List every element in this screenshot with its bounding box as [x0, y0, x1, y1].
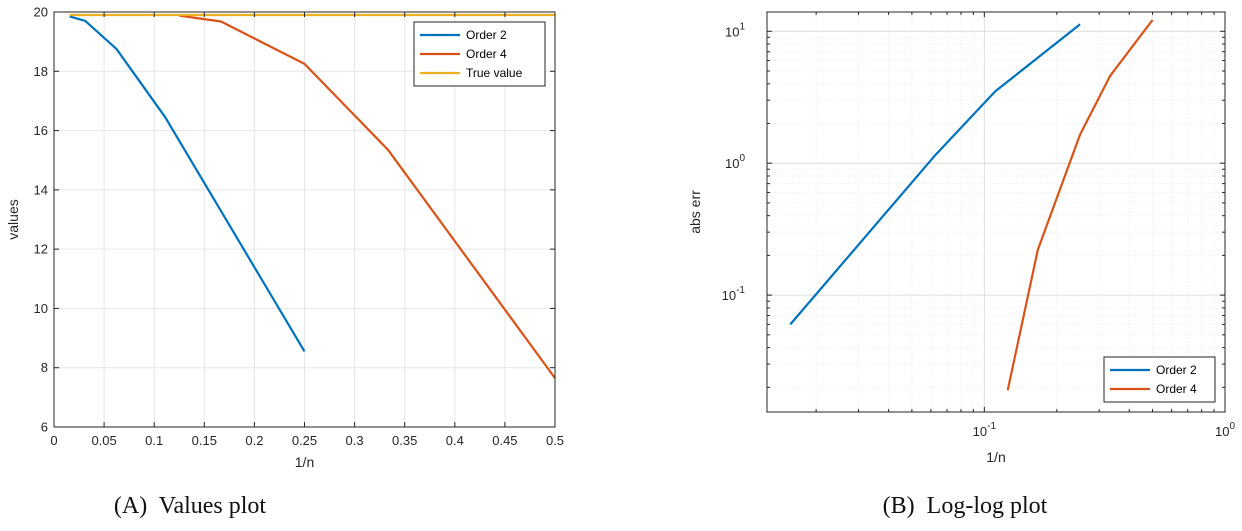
y-tick-label: 6 — [41, 420, 48, 435]
values-plot-caption-text: Values plot — [159, 493, 267, 519]
loglog-plot-caption: (B) Log-log plot — [883, 493, 1048, 519]
y-tick-label: 8 — [41, 360, 48, 375]
series-line-order-4 — [1006, 19, 1154, 391]
values-plot-legend: Order 2 Order 4 True value — [413, 21, 546, 87]
x-tick-label: 0.35 — [392, 433, 417, 448]
legend-label: Order 4 — [466, 47, 507, 61]
values-plot-ticks: 0 0.05 0.1 0.15 0.2 0.25 0.3 0.35 0.4 0.45 0.5 6 8 10… — [34, 5, 565, 449]
x-tick-label: 0.5 — [546, 433, 564, 448]
x-tick-label: 0.25 — [292, 433, 317, 448]
loglog-plot-ticks: 10-1 100 10-1 100 101 — [722, 12, 1235, 439]
series-line-order-2 — [69, 15, 306, 352]
x-tick-label: 0.3 — [346, 433, 364, 448]
x-tick-label: 0.15 — [192, 433, 217, 448]
loglog-plot-caption-prefix: (B) — [883, 493, 915, 519]
values-plot-panel: 0 0.05 0.1 0.15 0.2 0.25 0.3 0.35 0.4 0.45 0.5 6 8 10… — [5, 5, 564, 520]
legend-box — [1103, 356, 1216, 403]
x-tick-label: 0.1 — [145, 433, 163, 448]
y-tick-label: 101 — [725, 21, 745, 39]
values-plot-caption: (A) Values plot — [114, 493, 267, 519]
y-tick-label: 10-1 — [722, 285, 746, 303]
legend-label: True value — [466, 66, 523, 80]
loglog-plot-background — [767, 12, 1225, 412]
values-plot-series — [69, 13, 556, 379]
y-tick-label: 18 — [34, 64, 48, 79]
y-tick-label: 100 — [725, 153, 745, 171]
loglog-plot-caption-text: Log-log plot — [927, 493, 1048, 519]
loglog-plot-x-axis-label: 1/n — [986, 449, 1005, 465]
x-tick-label: 0 — [50, 433, 57, 448]
loglog-plot-y-axis-label: abs err — [687, 190, 703, 234]
y-tick-label: 20 — [34, 5, 48, 20]
x-tick-label: 0.2 — [245, 433, 263, 448]
x-tick-label: 0.45 — [492, 433, 517, 448]
series-line-order-2 — [789, 23, 1081, 326]
x-tick-label: 0.05 — [91, 433, 116, 448]
values-plot-caption-prefix: (A) — [114, 493, 147, 519]
x-tick-label: 100 — [1215, 421, 1235, 439]
loglog-plot-legend: Order 2 Order 4 — [1103, 356, 1216, 403]
y-tick-label: 14 — [34, 182, 48, 197]
legend-label: Order 2 — [466, 28, 507, 42]
loglog-plot-axes-box — [766, 11, 1226, 413]
loglog-plot-grid — [767, 12, 1226, 412]
values-plot-x-axis-label: 1/n — [295, 454, 314, 470]
x-tick-label: 10-1 — [973, 421, 997, 439]
y-tick-label: 12 — [34, 242, 48, 257]
y-tick-label: 16 — [34, 123, 48, 138]
legend-label: Order 2 — [1156, 363, 1197, 377]
legend-label: Order 4 — [1156, 382, 1197, 396]
loglog-plot-series — [789, 19, 1154, 391]
series-line-order-4 — [179, 14, 556, 379]
x-tick-label: 0.4 — [446, 433, 464, 448]
values-plot-y-axis-label: values — [5, 199, 21, 239]
y-tick-label: 10 — [34, 301, 48, 316]
